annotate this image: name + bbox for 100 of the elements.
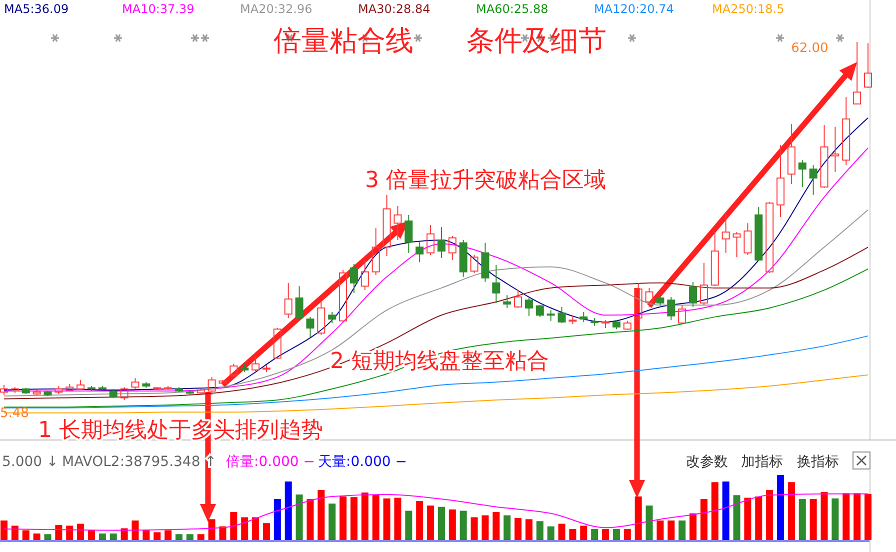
annotation: 62.00	[791, 41, 828, 56]
bar	[569, 528, 576, 540]
text: 加指标	[741, 454, 783, 470]
candlestick	[580, 311, 588, 322]
candlestick	[404, 214, 413, 254]
text: MA120:20.74	[594, 2, 674, 16]
bar	[820, 492, 828, 540]
bar	[241, 517, 248, 540]
bar	[350, 497, 358, 540]
bar	[854, 493, 861, 540]
bar	[504, 515, 511, 540]
bar	[197, 534, 204, 540]
bar	[98, 534, 106, 540]
text: MA10:37.39	[122, 2, 194, 16]
candlestick	[382, 194, 391, 257]
bar	[438, 506, 445, 540]
bar	[624, 528, 631, 540]
candlestick	[776, 144, 785, 218]
bar	[175, 534, 182, 540]
bar	[832, 498, 839, 540]
bar	[612, 528, 620, 540]
text: 5.000 ↓	[2, 454, 58, 470]
bar	[88, 530, 95, 540]
bar	[591, 528, 598, 540]
bar	[164, 530, 172, 540]
bar	[142, 530, 150, 540]
bar	[230, 512, 238, 540]
text: MA5:36.09	[4, 2, 69, 16]
bar	[208, 519, 216, 540]
bar	[766, 490, 774, 540]
bar	[700, 499, 708, 540]
bar	[482, 515, 489, 540]
text: 倍量:0.000 −	[226, 454, 315, 470]
bar	[788, 482, 795, 540]
bar	[460, 510, 467, 540]
text: MA60:25.88	[476, 2, 548, 16]
bar	[219, 526, 226, 540]
bar	[405, 510, 412, 540]
bar	[744, 498, 752, 540]
bar	[328, 504, 336, 540]
bar	[306, 499, 314, 540]
candlestick	[787, 123, 796, 185]
bar	[22, 530, 30, 540]
candlestick	[722, 213, 730, 254]
bar	[864, 494, 872, 540]
bar	[690, 513, 697, 540]
bar	[33, 534, 40, 540]
bar	[318, 490, 325, 540]
annotation: 3 倍量拉升突破粘合区域	[365, 168, 606, 193]
bar	[132, 520, 139, 540]
bar	[340, 496, 347, 540]
bar	[755, 496, 762, 540]
candlestick	[459, 239, 468, 278]
bar	[110, 534, 117, 540]
bar	[394, 498, 402, 540]
bar	[492, 512, 500, 540]
text: 换指标	[797, 454, 839, 470]
bar	[711, 482, 718, 540]
bar	[668, 520, 675, 540]
bar	[448, 509, 456, 540]
candlestick	[798, 160, 806, 188]
bar	[646, 506, 653, 540]
bar	[842, 493, 850, 540]
text: 改参数	[686, 454, 728, 470]
bar	[66, 526, 74, 540]
text: MA250:18.5	[712, 2, 784, 16]
text: 天量:0.000 −	[318, 454, 407, 470]
bar	[798, 499, 806, 540]
bar	[514, 518, 522, 540]
bar	[634, 496, 642, 540]
text: MA20:32.96	[240, 2, 312, 16]
bar	[0, 520, 8, 540]
bar	[810, 499, 817, 540]
candlestick	[492, 264, 500, 304]
bar	[11, 526, 18, 540]
bar	[580, 526, 588, 540]
bar	[77, 524, 84, 540]
bar	[525, 519, 532, 540]
bar	[262, 523, 270, 540]
candlestick	[437, 226, 446, 258]
candlestick	[416, 242, 424, 263]
bar	[678, 520, 686, 540]
bar	[186, 534, 194, 540]
chart-title: 倍量粘合线 条件及细节	[273, 24, 607, 57]
bar	[547, 526, 554, 540]
candlestick	[394, 205, 402, 240]
bar	[383, 498, 390, 540]
bar	[296, 494, 303, 540]
bar	[536, 521, 544, 540]
bar	[252, 517, 260, 540]
bar	[416, 501, 424, 540]
bar	[372, 494, 380, 540]
bar	[558, 524, 566, 540]
candlestick	[831, 126, 840, 172]
bar	[602, 528, 610, 540]
bar	[656, 520, 664, 540]
bar	[154, 532, 161, 540]
bar	[470, 517, 478, 540]
candlestick	[842, 96, 850, 166]
text: MA30:28.84	[358, 2, 430, 16]
